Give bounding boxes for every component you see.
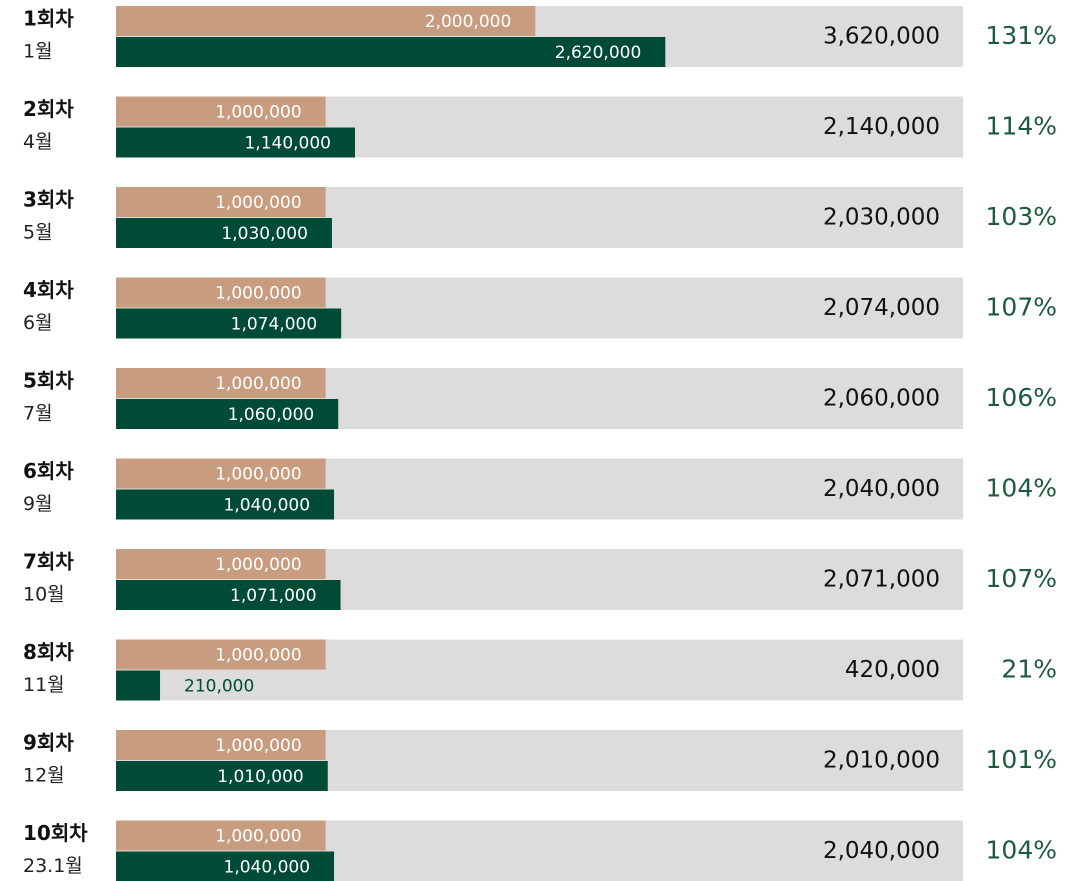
bar — [116, 489, 335, 520]
bar-value-label: 1,140,000 — [244, 134, 331, 154]
total-label: 2,030,000 — [823, 205, 940, 231]
share-label: 106% — [986, 383, 1057, 412]
share-label: 21% — [1001, 655, 1057, 684]
bar-value-label: 1,000,000 — [215, 103, 302, 123]
share-label: 103% — [986, 202, 1057, 231]
share-label: 107% — [986, 564, 1057, 593]
bar — [116, 6, 536, 36]
row-period: 9월 — [23, 493, 53, 515]
bar — [116, 218, 332, 248]
row-period: 11월 — [23, 674, 65, 696]
total-label: 2,074,000 — [823, 295, 940, 321]
row-label: 6회차 — [23, 459, 74, 483]
row-label: 10회차 — [23, 821, 88, 845]
bar-value-label: 1,030,000 — [221, 224, 308, 244]
total-label: 3,620,000 — [823, 24, 940, 50]
bar — [116, 277, 326, 308]
bar — [116, 399, 339, 429]
bar — [116, 549, 326, 579]
bar-value-label: 1,040,000 — [224, 496, 311, 516]
bar-value-label: 1,000,000 — [215, 465, 302, 485]
row-label: 2회차 — [23, 97, 74, 121]
total-label: 420,000 — [845, 657, 940, 683]
bar-value-label: 1,000,000 — [215, 827, 302, 847]
row-period: 10월 — [23, 584, 65, 606]
bar — [116, 308, 342, 339]
bar-value-label: 1,000,000 — [215, 374, 302, 394]
row-label: 3회차 — [23, 188, 74, 212]
bar — [116, 96, 326, 127]
row-label: 9회차 — [23, 731, 74, 755]
share-label: 101% — [986, 745, 1057, 774]
total-label: 2,060,000 — [823, 386, 940, 412]
row-period: 1월 — [23, 41, 53, 63]
row-label: 5회차 — [23, 369, 74, 393]
total-label: 2,040,000 — [823, 838, 940, 864]
bar — [116, 187, 326, 217]
share-label: 104% — [986, 836, 1057, 865]
share-label: 107% — [986, 293, 1057, 322]
share-label: 131% — [986, 21, 1057, 50]
bar — [116, 820, 326, 851]
bar-value-label: 210,000 — [184, 677, 254, 697]
bar — [116, 730, 326, 760]
row-period: 4월 — [23, 131, 53, 153]
bar-value-label: 1,074,000 — [231, 315, 318, 335]
total-label: 2,040,000 — [823, 476, 940, 502]
share-label: 104% — [986, 474, 1057, 503]
total-label: 2,010,000 — [823, 748, 940, 774]
bar-value-label: 1,071,000 — [230, 586, 317, 606]
bar — [116, 368, 326, 398]
row-period: 5월 — [23, 222, 53, 244]
row-label: 1회차 — [23, 7, 74, 31]
bar-value-label: 1,060,000 — [228, 405, 315, 425]
bar-value-label: 1,010,000 — [217, 767, 304, 787]
bar — [116, 458, 326, 489]
bar — [116, 851, 335, 881]
bar — [116, 580, 341, 610]
bar-value-label: 1,000,000 — [215, 736, 302, 756]
bar-value-label: 2,000,000 — [425, 12, 512, 32]
bar-value-label: 1,000,000 — [215, 555, 302, 575]
bar-value-label: 1,000,000 — [215, 646, 302, 666]
row-period: 7월 — [23, 403, 53, 425]
total-label: 2,140,000 — [823, 114, 940, 140]
bar — [116, 639, 326, 670]
bar — [116, 761, 328, 791]
bar — [116, 127, 356, 158]
bar-value-label: 1,000,000 — [215, 193, 302, 213]
share-label: 114% — [986, 112, 1057, 141]
bar-value-label: 2,620,000 — [555, 43, 642, 63]
bar-value-label: 1,040,000 — [224, 858, 311, 878]
bar — [116, 37, 666, 67]
total-label: 2,071,000 — [823, 567, 940, 593]
row-period: 6월 — [23, 312, 53, 334]
row-period: 12월 — [23, 765, 65, 787]
bar-value-label: 1,000,000 — [215, 284, 302, 304]
row-period: 23.1월 — [23, 855, 83, 877]
row-label: 4회차 — [23, 278, 74, 302]
row-label: 7회차 — [23, 550, 74, 574]
bar — [116, 670, 161, 701]
row-label: 8회차 — [23, 640, 74, 664]
